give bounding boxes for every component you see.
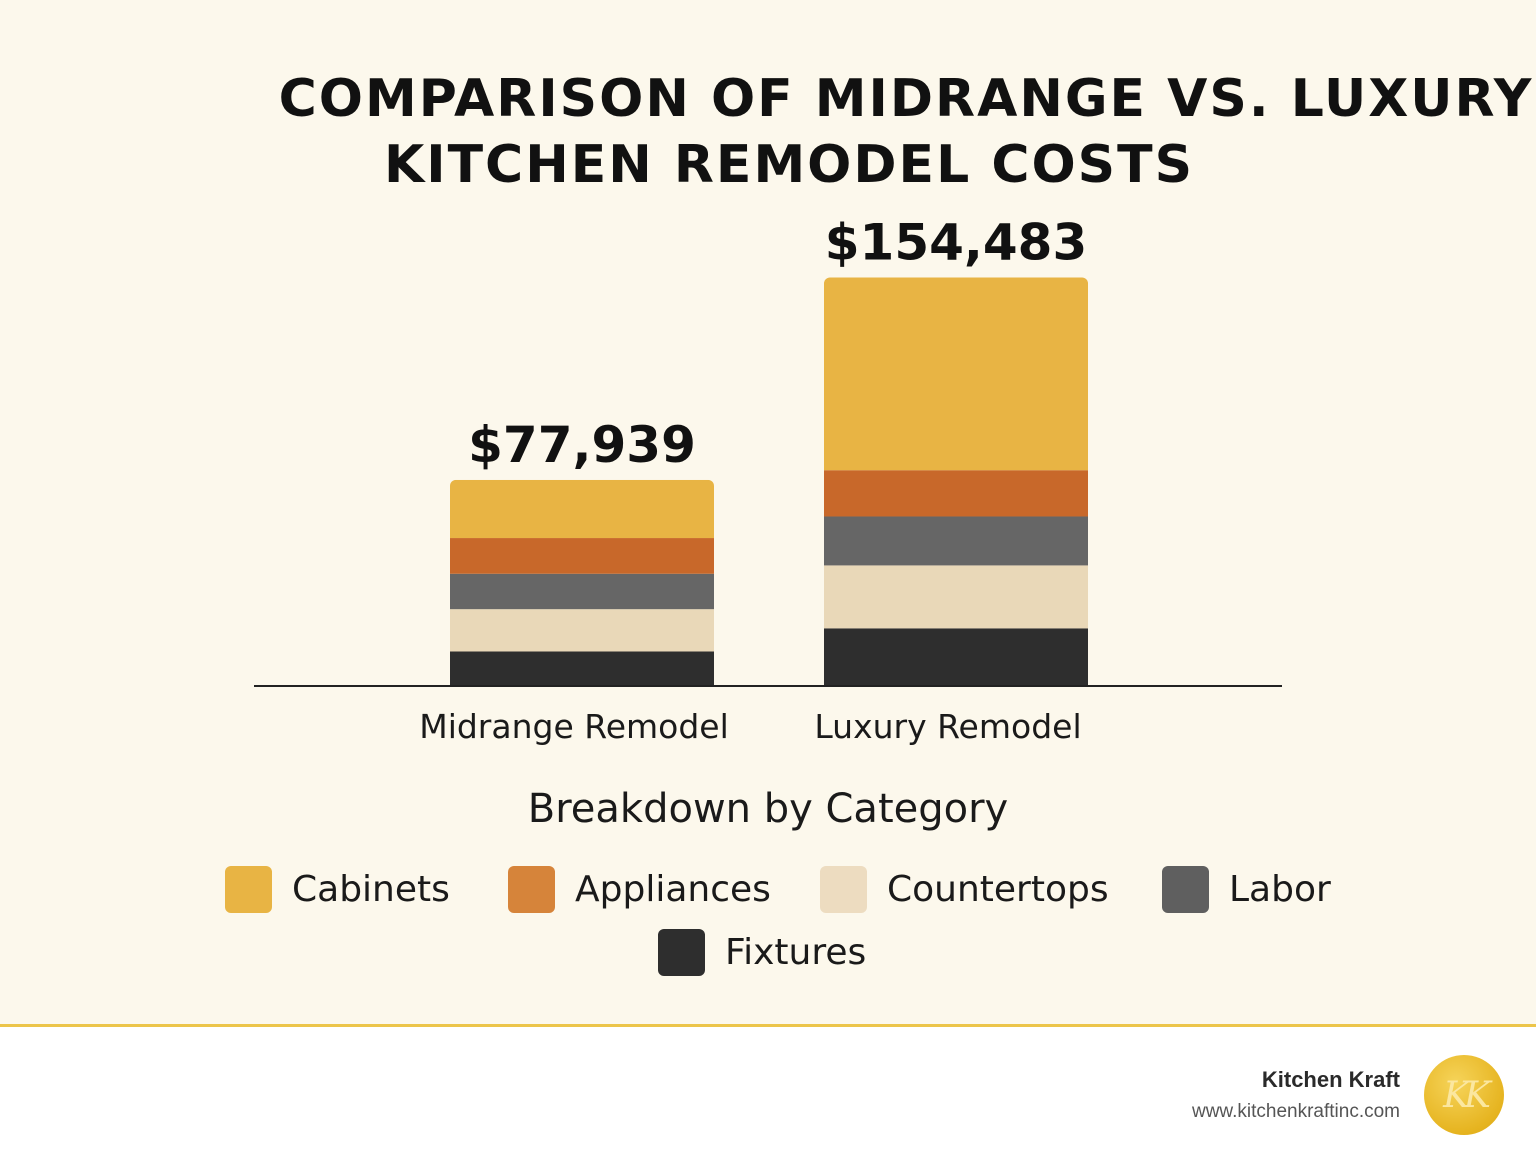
bar-segment-cabinets-0 [450,479,714,539]
legend-label-appliances: Appliances [575,869,771,910]
bar-segment-fixtures-1 [824,628,1088,686]
legend-item-countertops: Countertops [820,866,1109,913]
bar-segment-countertops-1 [824,565,1088,629]
bar-segment-fixtures-0 [450,651,714,686]
legend-swatch-countertops [820,866,867,913]
brand-logo: KK [1424,1055,1504,1135]
category-label-0: Midrange Remodel [419,707,729,746]
bar-segment-appliances-0 [450,538,714,574]
chart-title: COMPARISON OF MIDRANGE VS. LUXURY KITCHE… [0,66,1536,198]
stacked-bar-chart: $77,939 Midrange Remodel $154,483 Luxury Re… [254,213,1282,746]
legend-label-fixtures: Fixtures [725,932,867,973]
bar-segment-labor-0 [450,573,714,610]
footer: Kitchen Kraft www.kitchenkraftinc.com KK [0,1024,1536,1157]
brand-url[interactable]: www.kitchenkraftinc.com [1191,1101,1400,1122]
bar-segment-countertops-0 [450,609,714,652]
legend-swatch-fixtures [658,929,705,976]
bar-group-0 [450,479,714,686]
legend-label-countertops: Countertops [887,869,1109,910]
brand-name: Kitchen Kraft [1261,1067,1400,1092]
legend-item-labor: Labor [1162,866,1331,913]
legend-label-labor: Labor [1229,869,1331,910]
bar-group-1 [824,277,1088,686]
chart-title-line-2: KITCHEN REMODEL COSTS [383,135,1195,195]
brand-logo-text: KK [1443,1074,1491,1116]
legend-swatch-appliances [508,866,555,913]
legend-swatch-labor [1162,866,1209,913]
legend-item-fixtures: Fixtures [658,929,866,976]
legend-item-cabinets: Cabinets [225,866,450,913]
legend-title: Breakdown by Category [527,786,1009,832]
legend-item-appliances: Appliances [508,866,771,913]
legend-swatch-cabinets [225,866,272,913]
legend-label-cabinets: Cabinets [292,869,450,910]
category-label-1: Luxury Remodel [814,707,1081,746]
total-label-1: $154,483 [825,213,1088,271]
bar-segment-cabinets-1 [824,277,1088,471]
bar-segment-labor-1 [824,516,1088,566]
total-label-0: $77,939 [468,416,696,474]
bar-segment-appliances-1 [824,470,1088,517]
chart-title-line-1: COMPARISON OF MIDRANGE VS. LUXURY [278,69,1534,129]
